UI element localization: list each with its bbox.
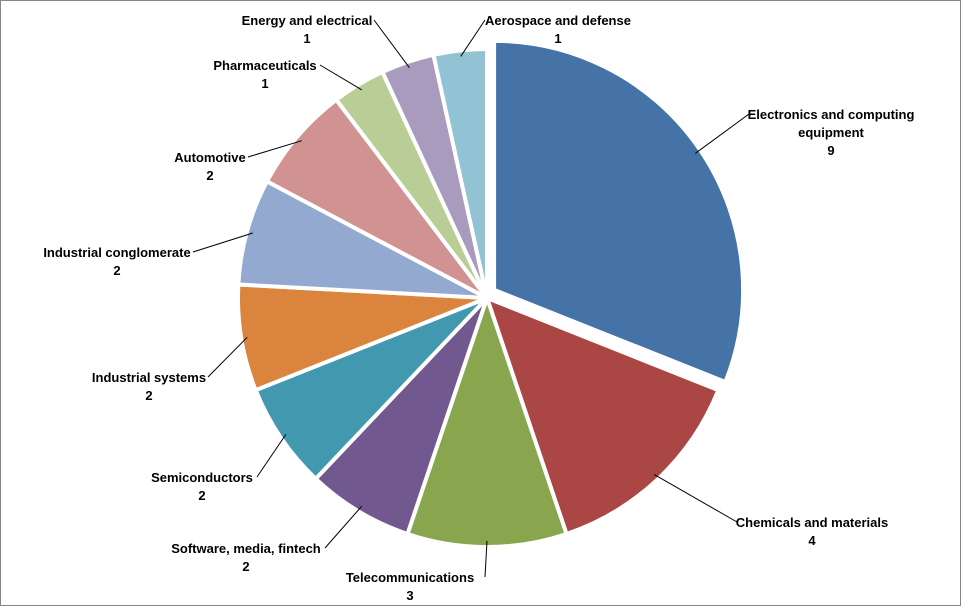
data-label-software-media-fintech: Software, media, fintech 2 bbox=[171, 541, 321, 574]
leader-lines-group bbox=[192, 19, 750, 578]
pie-slice-industrial-conglomerate bbox=[236, 179, 489, 300]
leader-line-electronics-and-computing-equipment bbox=[694, 113, 750, 154]
slices-group bbox=[236, 38, 746, 549]
data-labels-group: Electronics and computing equipment 9 Chemi… bbox=[43, 13, 914, 603]
leader-line-energy-and-electrical bbox=[373, 19, 410, 69]
leader-line-software-media-fintech bbox=[324, 505, 363, 549]
data-label-chemicals-and-materials: Chemicals and materials 4 bbox=[736, 515, 888, 548]
pie-slice-software-media-fintech bbox=[313, 296, 489, 536]
data-label-semiconductors: Semiconductors 2 bbox=[151, 470, 253, 503]
leader-line-aerospace-and-defense bbox=[460, 19, 486, 57]
leader-line-pharmaceuticals bbox=[319, 64, 362, 91]
pie-slice-aerospace-and-defense bbox=[431, 47, 489, 300]
pie-slice-chemicals-and-materials bbox=[485, 296, 721, 536]
data-label-energy-and-electrical: Energy and electrical 1 bbox=[242, 13, 373, 46]
leader-line-semiconductors bbox=[256, 434, 287, 478]
pie-slice-semiconductors bbox=[253, 296, 489, 481]
leader-line-industrial-systems bbox=[207, 336, 248, 378]
data-label-electronics-and-computing-equipment: Electronics and computing equipment 9 bbox=[748, 107, 915, 158]
data-label-telecommunications: Telecommunications 3 bbox=[346, 570, 474, 603]
pie-slice-automotive bbox=[265, 97, 489, 300]
data-label-automotive: Automotive 2 bbox=[174, 150, 246, 183]
leader-line-automotive bbox=[247, 140, 302, 158]
leader-line-telecommunications bbox=[484, 540, 488, 578]
leader-line-chemicals-and-materials bbox=[653, 473, 738, 523]
pie-slice-industrial-systems bbox=[236, 282, 489, 393]
leader-line-industrial-conglomerate bbox=[192, 232, 254, 253]
data-label-industrial-systems: Industrial systems 2 bbox=[92, 370, 206, 403]
data-label-industrial-conglomerate: Industrial conglomerate 2 bbox=[43, 245, 190, 278]
data-label-pharmaceuticals: Pharmaceuticals 1 bbox=[213, 58, 316, 91]
data-label-aerospace-and-defense: Aerospace and defense 1 bbox=[485, 13, 631, 46]
